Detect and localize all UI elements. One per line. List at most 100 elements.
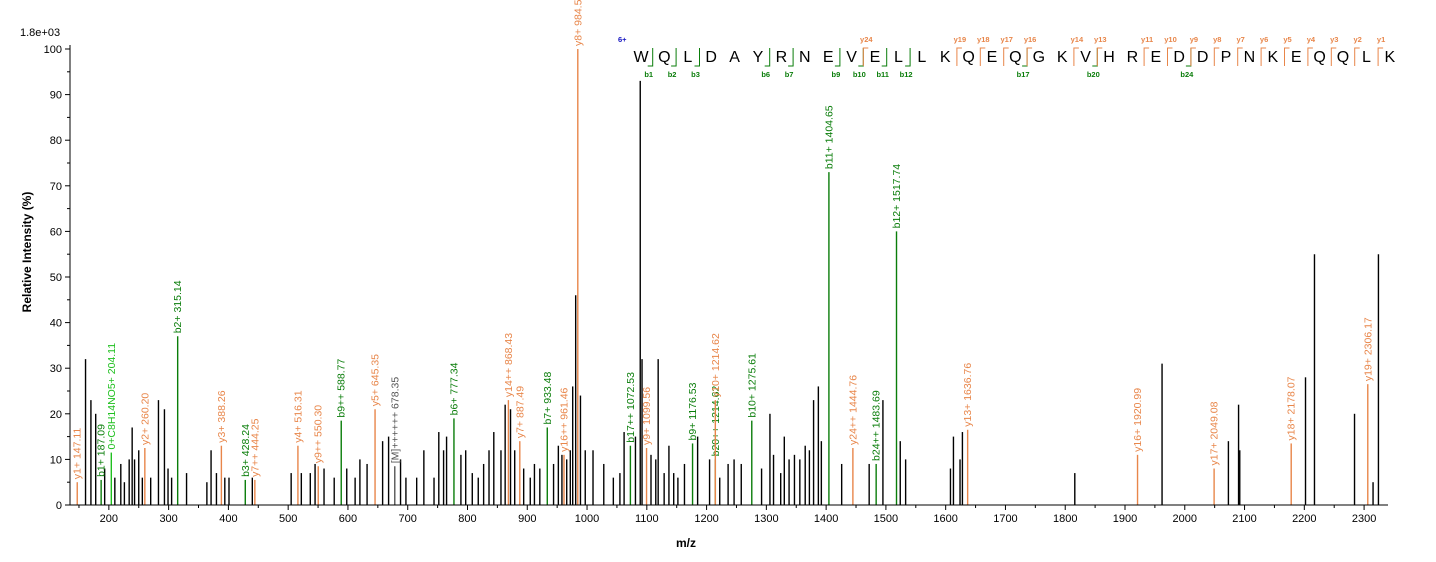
- x-tick-label: 1000: [575, 513, 599, 525]
- residue: L: [1362, 49, 1371, 66]
- b-fragment-mark: [671, 48, 677, 67]
- peak-label: y13+ 1636.76: [962, 363, 974, 427]
- peak-label: y4+ 516.31: [292, 390, 304, 442]
- residue: L: [683, 49, 692, 66]
- peak-label: y17+ 2049.08: [1209, 401, 1221, 465]
- peak-label: y2+ 260.20: [139, 393, 151, 445]
- residue: D: [1197, 49, 1209, 66]
- y-tick-label: 90: [50, 90, 62, 102]
- b-fragment-mark: [788, 48, 794, 67]
- y-fragment-mark: [1354, 47, 1360, 66]
- b-fragment-mark: [834, 48, 841, 67]
- y-fragment-mark: [1237, 47, 1243, 66]
- annotated-peaks: y1+ 147.11 b1+ 187.090+C8H14NO5+ 204.11 y2…: [72, 0, 1374, 505]
- residue: G: [1033, 49, 1045, 66]
- y-fragment-label: y10: [1164, 35, 1177, 44]
- y-scale-factor: 1.8e+03: [20, 27, 60, 39]
- y-fragment-mark: [1307, 47, 1313, 66]
- y-fragment-mark: [1377, 47, 1384, 66]
- residue: N: [799, 49, 811, 66]
- residue: L: [894, 49, 903, 66]
- x-tick-label: 1700: [993, 513, 1017, 525]
- axes: 0 10 20 30 40 50 60 70 80 90 100 200 300 400 500 600 700…: [44, 44, 1388, 525]
- residue: E: [1150, 49, 1161, 66]
- x-tick-label: 1500: [874, 513, 898, 525]
- peak-label: b9++ 588.77: [336, 359, 348, 418]
- peak-label: y8+ 984.54: [572, 0, 584, 46]
- b-fragment-label: b6: [761, 70, 770, 79]
- residue: V: [1080, 49, 1091, 66]
- residue: E: [987, 49, 998, 66]
- peak-label: b1+ 187.09: [96, 424, 108, 477]
- residue: K: [940, 49, 951, 66]
- y-fragment-label: y14: [1071, 35, 1084, 44]
- peak-label: y7++ 444.25: [249, 418, 261, 477]
- y-fragment-mark: [1167, 47, 1173, 66]
- y-fragment-mark: [956, 47, 962, 66]
- peak-label: y10+ 1214.62: [710, 333, 722, 397]
- x-tick-label: 500: [279, 513, 297, 525]
- peak-label: y9++ 550.30: [313, 405, 325, 464]
- b-fragment-mark: [905, 48, 911, 67]
- y-fragment-label: y16: [1024, 35, 1037, 44]
- y-fragment-mark: [862, 47, 869, 66]
- peak-label: b10+ 1275.61: [746, 353, 758, 418]
- b-fragment-label: b11: [876, 70, 889, 79]
- b-fragment-label: b12: [900, 70, 913, 79]
- y-tick-label: 30: [50, 363, 62, 375]
- y-fragment-mark: [1213, 47, 1220, 66]
- y-fragment-mark: [1284, 47, 1290, 66]
- y-fragment-mark: [1073, 47, 1079, 66]
- b-fragment-label: b7: [785, 70, 794, 79]
- residue: D: [705, 49, 717, 66]
- y-fragment-label: y3: [1330, 35, 1338, 44]
- charge-state: 6+: [618, 35, 627, 44]
- x-tick-label: 2000: [1173, 513, 1197, 525]
- y-fragment-label: y5: [1283, 35, 1291, 44]
- y-fragment-label: y2: [1354, 35, 1362, 44]
- peptide-sequence: 6+W Q L D A Y R N E V E L L K Q E Q G K V H R E D D P N K E Q Q L Kb1 b2 b…: [618, 35, 1395, 79]
- peak-label: b11+ 1404.65: [823, 105, 835, 169]
- peak-label: y9+ 1099.56: [641, 387, 653, 445]
- residue: E: [823, 49, 834, 66]
- b-fragment-label: b20: [1087, 70, 1100, 79]
- peak-label: y19+ 2306.17: [1362, 317, 1374, 381]
- x-tick-label: 300: [159, 513, 177, 525]
- peak-label: 0+C8H14NO5+ 204.11: [106, 343, 118, 450]
- residue: E: [1291, 49, 1302, 66]
- y-fragment-mark: [1260, 47, 1267, 66]
- b-fragment-mark: [694, 48, 700, 67]
- residue: K: [1384, 49, 1395, 66]
- y-tick-label: 80: [50, 135, 62, 147]
- y-tick-label: 40: [50, 318, 62, 330]
- y-fragment-label: y6: [1260, 35, 1268, 44]
- peak-label: y7+ 887.49: [514, 386, 526, 438]
- peak-label: b17++ 1072.53: [625, 372, 637, 443]
- peak-label: b7+ 933.48: [542, 371, 554, 424]
- x-tick-label: 600: [339, 513, 357, 525]
- residue: K: [1057, 49, 1068, 66]
- b-fragment-label: b3: [691, 70, 700, 79]
- y-fragment-label: y7: [1237, 35, 1245, 44]
- peak-label: y5+ 645.35: [370, 354, 382, 406]
- y-axis-title: Relative Intensity (%): [20, 192, 34, 313]
- y-fragment-mark: [979, 47, 986, 66]
- b-fragment-mark: [858, 48, 864, 67]
- peak-label: y24++ 1444.76: [847, 375, 859, 445]
- residue: L: [917, 49, 926, 66]
- residue: D: [1173, 49, 1185, 66]
- y-fragment-label: y13: [1094, 35, 1107, 44]
- y-fragment-mark: [1143, 47, 1150, 66]
- residue: Q: [1337, 49, 1349, 66]
- y-tick-label: 100: [44, 44, 62, 56]
- b-fragment-label: b9: [832, 70, 841, 79]
- x-tick-label: 1200: [694, 513, 718, 525]
- residue: Y: [753, 49, 764, 66]
- y-tick-label: 10: [50, 454, 62, 466]
- y-fragment-mark: [1003, 47, 1009, 66]
- residue: V: [846, 49, 857, 66]
- peak-label: b6+ 777.34: [448, 362, 460, 415]
- peak-label: b12+ 1517.74: [891, 164, 903, 229]
- peak-label: y18+ 2178.07: [1286, 376, 1298, 440]
